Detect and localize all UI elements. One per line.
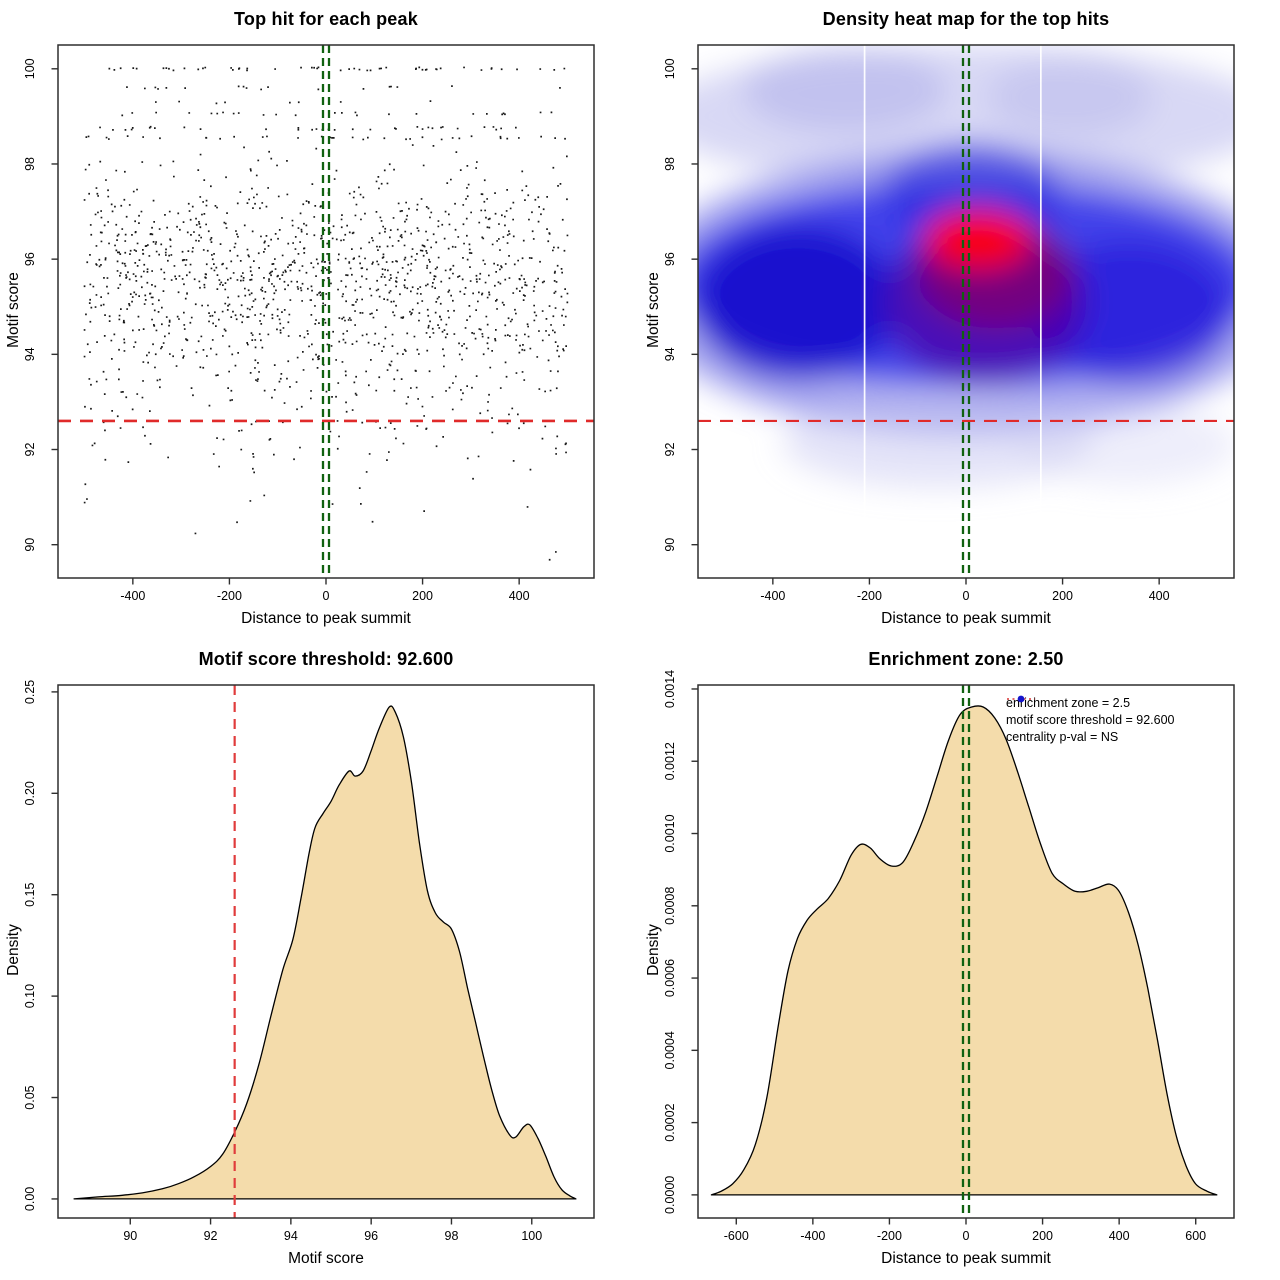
svg-text:100: 100: [521, 1229, 542, 1243]
svg-text:100: 100: [23, 58, 37, 79]
svg-text:0.0000: 0.0000: [663, 1176, 677, 1214]
y-axis: 0.0000 0.0002 0.0004 0.0006 0.0008 0.0010 0.00…: [663, 670, 698, 1214]
scatter-plot-svg: -400 -200 0 200 400 90 92 94 96 98 100: [23, 44, 595, 603]
heatmap-title: Density heat map for the top hits: [822, 9, 1110, 29]
plot-box: [697, 684, 1235, 1219]
motif-density-plot-svg: 90 92 94 96 98 100 0.00 0.05 0.10 0.15 0.20 0.25: [23, 680, 595, 1243]
legend-dotted-line-icon: [1007, 698, 1035, 700]
svg-text:0: 0: [963, 589, 970, 603]
legend-label: centrality p-val = NS: [1006, 729, 1119, 744]
svg-text:400: 400: [1149, 589, 1170, 603]
svg-text:92: 92: [204, 1229, 218, 1243]
svg-text:96: 96: [364, 1229, 378, 1243]
heatmap-plot-svg: -400 -200 0 200 400 90 92 94 96 98 100: [663, 44, 1235, 603]
svg-text:98: 98: [23, 157, 37, 171]
density-curve: [710, 685, 1218, 1218]
svg-text:0.05: 0.05: [23, 1085, 37, 1109]
scatter-title: Top hit for each peak: [234, 9, 418, 29]
x-axis: -600 -400 -200 0 200 400 600: [724, 1218, 1206, 1243]
svg-text:0.10: 0.10: [23, 984, 37, 1008]
svg-text:-400: -400: [800, 1229, 825, 1243]
svg-text:200: 200: [412, 589, 433, 603]
enrichment-density-plot-svg: -600 -400 -200 0 200 400 600 0.0000 0.0002 0.0004…: [663, 670, 1235, 1243]
svg-text:-200: -200: [877, 1229, 902, 1243]
heatmap-x-axis-label: Distance to peak summit: [881, 610, 1051, 627]
svg-text:90: 90: [123, 1229, 137, 1243]
svg-text:0.0012: 0.0012: [663, 742, 677, 780]
svg-text:0.0008: 0.0008: [663, 887, 677, 925]
svg-text:200: 200: [1032, 1229, 1053, 1243]
heatmap-y-axis-label: Motif score: [645, 272, 662, 348]
x-axis: -400 -200 0 200 400: [120, 578, 530, 603]
svg-text:0.0006: 0.0006: [663, 959, 677, 997]
legend-label: motif score threshold = 92.600: [1006, 712, 1175, 727]
svg-text:94: 94: [663, 347, 677, 361]
svg-text:400: 400: [1109, 1229, 1130, 1243]
svg-text:94: 94: [284, 1229, 298, 1243]
svg-text:90: 90: [663, 538, 677, 552]
enrichment-title: Enrichment zone: 2.50: [868, 649, 1064, 669]
panel-enrichment-zone-density: -600 -400 -200 0 200 400 600 0.0000 0.0002 0.0004…: [640, 640, 1280, 1280]
legend-item-1: motif score threshold = 92.600: [1006, 698, 1175, 728]
svg-text:94: 94: [23, 347, 37, 361]
x-axis: -400 -200 0 200 400: [760, 578, 1170, 603]
plot-box: [57, 684, 595, 1219]
svg-text:600: 600: [1185, 1229, 1206, 1243]
motif-density-y-axis-label: Density: [5, 924, 22, 976]
y-axis: 0.00 0.05 0.10 0.15 0.20 0.25: [23, 680, 58, 1211]
svg-text:0.0004: 0.0004: [663, 1031, 677, 1069]
y-axis: 90 92 94 96 98 100: [663, 58, 698, 552]
heatmap-surface: [698, 45, 1234, 578]
svg-text:0.25: 0.25: [23, 680, 37, 704]
svg-text:-400: -400: [760, 589, 785, 603]
svg-text:-200: -200: [857, 589, 882, 603]
enrichment-y-axis-label: Density: [645, 924, 662, 976]
svg-text:98: 98: [663, 157, 677, 171]
legend-dot-icon: [1017, 695, 1025, 703]
plot-box: [697, 44, 1235, 579]
panel-motif-score-density: 90 92 94 96 98 100 0.00 0.05 0.10 0.15 0.20 0.25 Mo…: [0, 640, 640, 1280]
svg-text:96: 96: [23, 252, 37, 266]
svg-text:92: 92: [663, 443, 677, 457]
svg-text:200: 200: [1052, 589, 1073, 603]
svg-text:0.00: 0.00: [23, 1187, 37, 1211]
svg-text:0: 0: [323, 589, 330, 603]
svg-text:0.20: 0.20: [23, 781, 37, 805]
svg-text:96: 96: [663, 252, 677, 266]
svg-text:100: 100: [663, 58, 677, 79]
svg-text:0.15: 0.15: [23, 883, 37, 907]
scatter-x-axis-label: Distance to peak summit: [241, 610, 411, 627]
y-axis: 90 92 94 96 98 100: [23, 58, 58, 552]
svg-text:-200: -200: [217, 589, 242, 603]
plot-box: [57, 44, 595, 579]
scatter-y-axis-label: Motif score: [5, 272, 22, 348]
legend-item-2: centrality p-val = NS: [1006, 695, 1175, 745]
density-curve: [73, 685, 577, 1218]
motif-density-title: Motif score threshold: 92.600: [198, 649, 454, 669]
svg-text:92: 92: [23, 443, 37, 457]
svg-text:98: 98: [445, 1229, 459, 1243]
scatter-points: [58, 45, 594, 578]
x-axis: 90 92 94 96 98 100: [123, 1218, 542, 1243]
svg-text:0.0002: 0.0002: [663, 1103, 677, 1141]
svg-text:400: 400: [509, 589, 530, 603]
panel-scatter-top-hits: -400 -200 0 200 400 90 92 94 96 98 100 Top hit for…: [0, 0, 640, 640]
svg-text:0.0010: 0.0010: [663, 814, 677, 852]
heatmap-blobs: [698, 45, 1234, 488]
svg-text:-400: -400: [120, 589, 145, 603]
svg-text:90: 90: [23, 538, 37, 552]
legend-label: enrichment zone = 2.5: [1006, 695, 1131, 710]
panel-density-heatmap: -400 -200 0 200 400 90 92 94 96 98 100 Density hea…: [640, 0, 1280, 640]
svg-text:0: 0: [963, 1229, 970, 1243]
enrichment-x-axis-label: Distance to peak summit: [881, 1250, 1051, 1267]
svg-text:0.0014: 0.0014: [663, 670, 677, 708]
motif-density-x-axis-label: Motif score: [288, 1250, 364, 1267]
svg-text:-600: -600: [724, 1229, 749, 1243]
legend: enrichment zone = 2.5 motif score thresho…: [1006, 694, 1175, 745]
